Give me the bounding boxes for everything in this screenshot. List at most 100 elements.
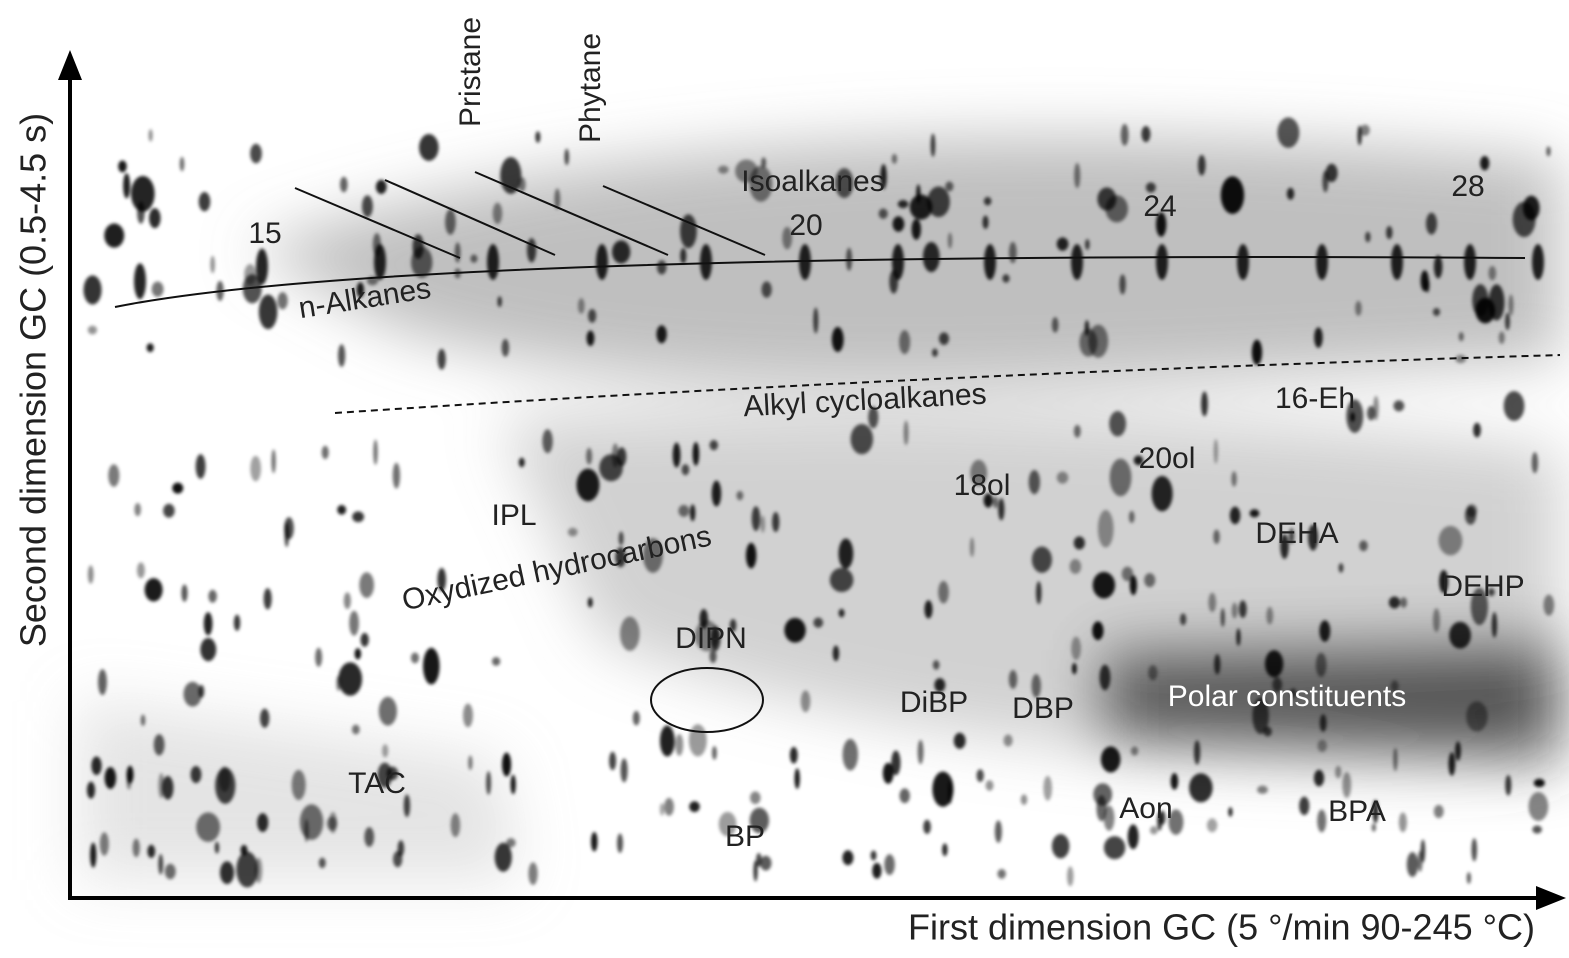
peak (1473, 423, 1481, 438)
peak (379, 697, 397, 726)
peak (718, 166, 729, 174)
peak (1052, 317, 1059, 332)
peak (105, 767, 117, 789)
peak (145, 578, 163, 601)
peak (1105, 195, 1128, 222)
peak (319, 858, 326, 868)
peak (123, 173, 130, 198)
peak (236, 852, 258, 888)
peak (172, 483, 183, 494)
peak (1434, 805, 1444, 818)
peak (1532, 244, 1544, 280)
peak (948, 233, 952, 249)
peak (196, 454, 206, 479)
peak (1208, 593, 1216, 612)
peak (673, 443, 681, 468)
peak (352, 511, 364, 522)
peak (750, 791, 761, 804)
peak (892, 154, 897, 164)
peak (1393, 400, 1404, 411)
x-arrow (1536, 886, 1566, 910)
peak (1314, 770, 1324, 787)
peak (1085, 239, 1090, 250)
peak (1110, 459, 1132, 497)
peak (1277, 117, 1299, 147)
peak (519, 458, 525, 468)
annotation: BP (725, 820, 765, 853)
peak (871, 850, 877, 860)
peak (147, 343, 154, 352)
peak (1189, 773, 1213, 802)
peak (923, 242, 940, 272)
peak (660, 725, 675, 756)
peak (656, 325, 666, 343)
peak (898, 200, 909, 208)
peak (1043, 776, 1052, 801)
peak (1004, 735, 1013, 747)
peak (1467, 872, 1471, 884)
peak (134, 263, 146, 299)
peak (1252, 340, 1262, 365)
peak (451, 813, 461, 837)
peak (843, 739, 858, 771)
peak (322, 446, 329, 459)
peak (292, 770, 306, 800)
peak (1393, 748, 1397, 771)
peak (497, 296, 501, 307)
peak (134, 503, 141, 516)
peak (382, 744, 388, 757)
peak (1052, 834, 1070, 858)
annotation: DEHA (1255, 517, 1338, 550)
annotation: 15 (248, 217, 281, 250)
peak (899, 788, 909, 803)
peak (813, 307, 818, 333)
peak (1439, 526, 1463, 555)
dipn-ellipse (651, 668, 763, 732)
peak (1100, 665, 1111, 691)
peak (833, 646, 839, 662)
peak (158, 773, 164, 798)
peak (1532, 826, 1542, 834)
peak (1128, 824, 1139, 849)
peak (1421, 270, 1429, 291)
peak (1532, 452, 1538, 473)
peak (1071, 637, 1081, 660)
peak (304, 819, 308, 842)
peak (1121, 124, 1129, 146)
peak (1180, 613, 1186, 625)
peak (398, 840, 405, 856)
page: {"x_axis_title": "First dimension GC (5 … (0, 0, 1569, 953)
peak (1492, 612, 1497, 638)
peak (337, 505, 346, 515)
peak (995, 820, 1002, 842)
annotation: Phytane (574, 33, 607, 143)
peak (1316, 653, 1327, 677)
peak (104, 223, 124, 247)
peak (1098, 510, 1114, 548)
peak (359, 572, 374, 598)
peak (241, 845, 248, 855)
peak (1071, 244, 1083, 280)
peak (784, 618, 805, 643)
annotation: 20ol (1139, 442, 1196, 475)
peak (210, 256, 215, 273)
peak (284, 517, 294, 539)
peak (931, 133, 936, 156)
peak (842, 850, 853, 865)
annotation: DBP (1012, 692, 1074, 725)
annotation: 20 (789, 209, 822, 242)
peak (1339, 563, 1344, 572)
peak (1213, 530, 1220, 544)
peak (838, 539, 853, 569)
peak (893, 216, 905, 232)
peak (468, 755, 472, 770)
peak (208, 590, 217, 603)
peak (118, 160, 127, 172)
peak (948, 780, 953, 804)
peak (259, 295, 278, 330)
peak (1194, 740, 1200, 764)
peak (445, 209, 456, 235)
peak (986, 780, 994, 791)
peak (1508, 295, 1513, 316)
peak (1057, 472, 1068, 484)
